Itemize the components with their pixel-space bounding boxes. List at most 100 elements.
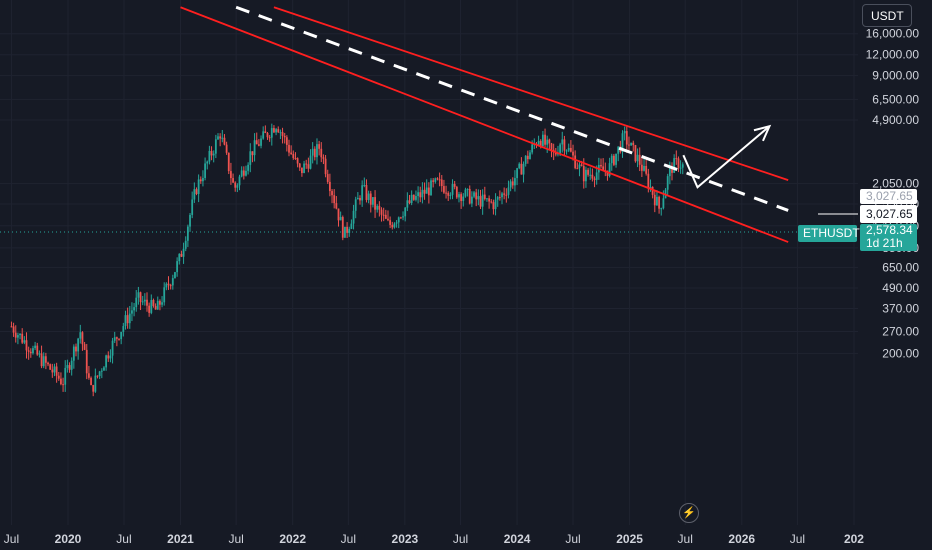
candle-body [221,137,224,139]
candle-body [643,165,645,171]
price-tick-label: 650.00 [882,260,919,274]
candle-body [294,157,297,159]
candle-body [68,365,71,370]
candle-body [412,194,415,200]
candle-body [565,150,568,152]
candle-body [673,158,676,173]
candle-body [126,315,129,324]
candle-body [60,378,62,385]
candle-body [537,140,540,145]
candle-body [25,340,28,351]
channel-lower-line[interactable] [180,6,789,243]
candle-body [595,172,598,180]
candle-body [464,189,467,197]
price-tick-label: 200.00 [882,346,919,360]
candle-body [288,144,290,153]
candle-body [143,299,146,302]
candle-body [630,142,633,146]
candle-body [531,144,534,153]
candle-body [582,165,585,182]
candle-body [94,375,97,392]
candle-body [268,137,271,139]
time-tick-label: Jul [678,532,693,546]
candle-body [675,158,678,160]
candle-body [154,306,157,310]
candle-body [399,217,402,219]
candle-body [253,140,256,156]
time-tick-label: Jul [228,532,243,546]
projection-arrow[interactable] [682,125,771,189]
candle-body [486,198,488,200]
candle-body [238,176,241,186]
candle-body [410,194,413,204]
time-axis[interactable]: Jul 2020 Jul 2021 Jul 2022 Jul 2023 Jul 2024 Jul 20… [4,532,865,546]
candle-body [470,196,473,204]
candle-body [395,222,398,224]
candle-body [430,180,432,196]
candle-body [600,164,602,167]
candle-body [359,197,361,201]
time-tick-label: Jul [341,532,356,546]
candle-body [115,337,118,339]
candle-body [561,139,564,145]
candle-body [608,163,611,176]
candle-body [225,144,228,153]
candle-body [494,199,497,210]
candle-body [660,208,663,210]
candle-body [363,185,366,187]
candle-body [331,191,333,196]
currency-selector-button[interactable]: USDT [862,4,912,27]
candle-body [647,173,650,188]
candle-body [447,192,450,196]
time-tick-label: 2021 [167,532,194,546]
candle-body [591,174,594,179]
candle-body [139,292,142,302]
candle-body [270,128,273,138]
candle-body [167,283,170,286]
candle-body [658,196,660,209]
candle-body [245,170,247,176]
candles-group [10,123,684,397]
candle-body [651,186,654,195]
time-tick-label: 2022 [279,532,306,546]
channel-upper-line[interactable] [273,6,789,182]
candle-body [421,189,424,198]
price-tick-label: 6,500.00 [872,92,919,106]
candle-body [511,181,514,186]
candle-body [326,174,329,182]
candle-body [376,205,379,210]
candle-body [273,128,275,133]
drawings-group[interactable] [180,5,789,243]
candle-body [406,200,409,208]
candle-body [576,168,579,170]
candle-body [529,152,531,160]
candle-body [475,192,478,200]
candle-body [369,193,372,205]
candle-body [346,226,348,233]
candle-body [242,170,245,176]
candle-body [247,164,250,171]
candle-body [453,183,456,187]
candle-body [382,214,385,216]
candle-body [53,366,56,373]
time-tick-label: Jul [4,532,19,546]
candle-body [62,384,64,386]
candle-body [602,166,605,171]
candle-body [165,283,168,288]
candle-body [460,194,463,201]
candle-body [397,217,400,223]
candle-body [275,129,277,133]
candle-body [372,197,374,205]
candle-body [109,355,112,359]
candle-body [266,132,269,138]
candle-body [230,171,232,179]
candle-body [481,194,484,207]
candle-body [290,152,293,155]
candle-body [514,178,516,186]
price-tick-label: 4,900.00 [872,113,919,127]
candle-body [668,166,671,177]
channel-midline[interactable] [235,5,789,212]
candle-body [186,226,189,241]
lightning-bolt-icon[interactable]: ⚡ [679,503,699,523]
